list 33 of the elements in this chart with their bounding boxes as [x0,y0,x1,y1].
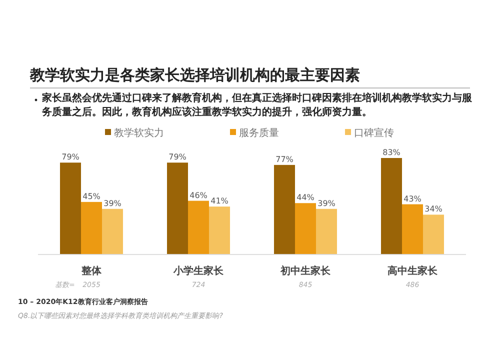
data-label: 34% [424,204,443,214]
data-label: 79% [62,152,80,162]
bar [423,214,444,254]
data-label: 39% [104,198,122,208]
bar [381,158,402,254]
legend-label: 口碑宣传 [354,127,394,139]
data-label: 43% [404,194,422,204]
bar [167,162,188,254]
x-tick-label: 整体 [80,265,102,277]
data-label: 41% [210,196,229,206]
bar [188,200,209,254]
bar [295,203,316,254]
bar [209,206,230,254]
x-tick-label: 小学生家长 [172,265,224,277]
data-label: 77% [276,154,294,164]
x-tick-label: 初中生家长 [280,265,332,277]
chart-title: 教学软实力是各类家长选择培训机构的最主要因素 [29,66,360,84]
data-label: 44% [296,193,315,202]
bar [402,204,423,254]
data-label: 39% [318,198,336,208]
data-label: 46% [190,190,208,200]
legend-label: 教学软实力 [114,127,164,139]
data-label: 83% [382,148,401,157]
legend-label: 服务质量 [239,127,279,139]
chart-subtitle: 家长虽然会优先通过口碑来了解教育机构，但在真正选择时口碑因素排在培训机构教学软实力与服务质量之后。因此，教育机构应该注重教学软实力的提升，强化师资力量。 [41,92,473,120]
x-tick-label: 高中生家长 [388,265,438,277]
bar [102,208,123,254]
bar [316,208,337,254]
bar [274,164,295,254]
bar [81,202,102,254]
data-label: 79% [168,152,187,162]
data-label: 45% [82,192,101,201]
bar [60,162,81,254]
